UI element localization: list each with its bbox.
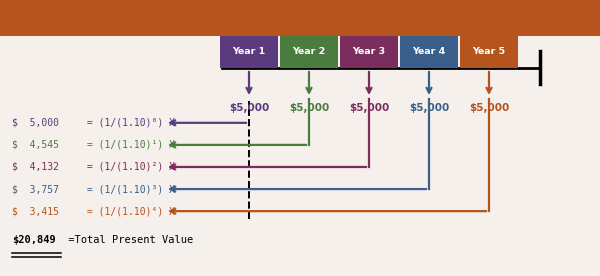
- Text: = (1/(1.10)³) X: = (1/(1.10)³) X: [81, 184, 175, 194]
- Text: $5,000: $5,000: [409, 103, 449, 113]
- Text: Year 4: Year 4: [412, 47, 446, 56]
- Text: $  3,757: $ 3,757: [12, 184, 59, 194]
- Text: = (1/(1.10)¹) X: = (1/(1.10)¹) X: [81, 140, 175, 150]
- Text: = (1/(1.10)⁴) X: = (1/(1.10)⁴) X: [81, 206, 175, 216]
- Text: $  4,132: $ 4,132: [12, 162, 59, 172]
- Text: Year 1: Year 1: [232, 47, 266, 56]
- Text: $20,849: $20,849: [12, 235, 56, 245]
- FancyBboxPatch shape: [460, 36, 518, 68]
- Text: $5,000: $5,000: [469, 103, 509, 113]
- Text: Year 3: Year 3: [352, 47, 386, 56]
- FancyBboxPatch shape: [280, 36, 338, 68]
- Text: Year 5: Year 5: [472, 47, 506, 56]
- Text: $  3,415: $ 3,415: [12, 206, 59, 216]
- Text: = (1/(1.10)⁰) X: = (1/(1.10)⁰) X: [81, 118, 175, 128]
- Text: = (1/(1.10)²) X: = (1/(1.10)²) X: [81, 162, 175, 172]
- Text: $  5,000: $ 5,000: [12, 118, 59, 128]
- FancyBboxPatch shape: [400, 36, 458, 68]
- Text: $5,000: $5,000: [229, 103, 269, 113]
- Text: $5,000: $5,000: [289, 103, 329, 113]
- Text: Year 2: Year 2: [292, 47, 326, 56]
- FancyBboxPatch shape: [220, 36, 278, 68]
- FancyBboxPatch shape: [340, 36, 398, 68]
- Text: Present Value of an Annuity Due: Present Value of an Annuity Due: [173, 11, 427, 25]
- Text: $  4,545: $ 4,545: [12, 140, 59, 150]
- Text: $5,000: $5,000: [349, 103, 389, 113]
- FancyBboxPatch shape: [0, 0, 600, 36]
- Text: =Total Present Value: =Total Present Value: [62, 235, 193, 245]
